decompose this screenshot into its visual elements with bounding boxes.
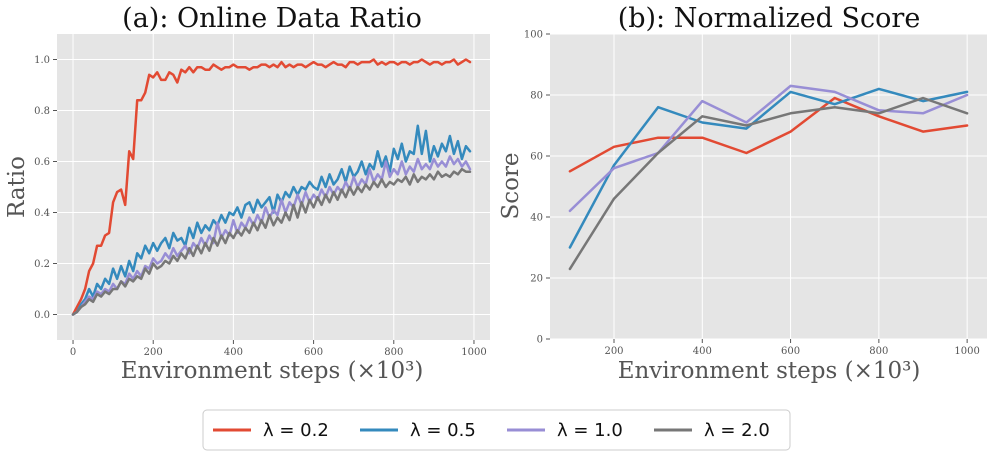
panel-normalized-score: 0 20 40 60 80 100 200 400 600 800 1000 (b): Normal… (498, 3, 987, 384)
tick-label-x: 600 (304, 347, 323, 358)
series-line-1-0 (71, 155, 472, 316)
tick-label-y: 0.2 (34, 259, 50, 270)
tick-label-y: 20 (530, 274, 543, 285)
chart-title-b: (b): Normalized Score (618, 3, 921, 34)
tick-label-y: 100 (524, 30, 543, 41)
series-line-2-0 (71, 167, 472, 316)
tick-label-x: 800 (384, 347, 403, 358)
series-line-0-2 (71, 58, 472, 316)
tick-label-x: 200 (144, 347, 163, 358)
legend-label: λ = 2.0 (704, 420, 770, 441)
chart-title-a: (a): Online Data Ratio (122, 3, 422, 34)
tick-label-y: 0 (537, 335, 543, 346)
plot-area-b (550, 34, 987, 339)
series-line-0-5 (568, 87, 969, 249)
tick-label-y: 0.4 (34, 208, 50, 219)
legend-label: λ = 0.5 (410, 420, 476, 441)
tick-label-y: 80 (530, 91, 543, 102)
tick-label-y: 40 (530, 213, 543, 224)
legend: λ = 0.2 λ = 0.5 λ = 1.0 λ = 2.0 (202, 409, 791, 451)
x-axis-label-a: Environment steps (×10³) (121, 358, 424, 384)
y-axis-label-a: Ratio (4, 156, 30, 218)
tick-label-y: 0.6 (34, 157, 50, 168)
series-line-1-0 (568, 84, 969, 213)
y-axis-label-b: Score (498, 152, 524, 219)
series-line-0-2 (568, 96, 969, 173)
tick-label-x: 1000 (954, 346, 979, 357)
legend-label: λ = 0.2 (263, 420, 329, 441)
tick-label-x: 400 (693, 346, 712, 357)
tick-label-y: 0.8 (34, 106, 50, 117)
tick-label-x: 1000 (461, 347, 486, 358)
x-axis-label-b: Environment steps (×10³) (618, 358, 921, 384)
tick-label-y: 1.0 (34, 55, 50, 66)
legend-label: λ = 1.0 (557, 420, 623, 441)
tick-label-y: 60 (530, 152, 543, 163)
tick-label-x: 400 (224, 347, 243, 358)
tick-label-x: 800 (869, 346, 888, 357)
tick-label-x: 200 (604, 346, 623, 357)
tick-label-x: 0 (70, 347, 76, 358)
tick-label-y: 0.0 (34, 310, 50, 321)
series-line-0-5 (71, 124, 472, 316)
tick-label-x: 600 (781, 346, 800, 357)
panel-online-data-ratio: 0.0 0.2 0.4 0.6 0.8 1.0 0 200 400 600 800 1000 (a):… (4, 3, 490, 384)
series-line-2-0 (568, 96, 969, 271)
legend-box (202, 409, 791, 451)
plot-area-a (57, 34, 490, 340)
